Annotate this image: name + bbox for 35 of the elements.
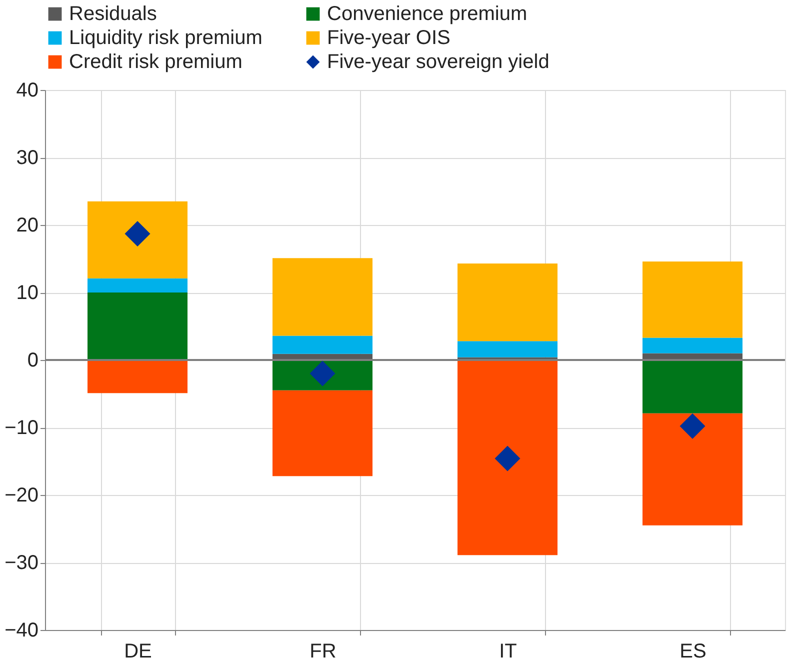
legend-label: Five-year OIS	[327, 27, 450, 49]
bar	[642, 261, 742, 338]
y-tick-label: −30	[4, 552, 38, 574]
y-tick-label: 20	[16, 214, 38, 236]
x-tick-label: DE	[124, 640, 152, 662]
y-tick-label: 10	[16, 282, 38, 304]
legend-label: Residuals	[69, 3, 157, 25]
x-tick-label: ES	[680, 640, 706, 662]
bar	[272, 390, 372, 476]
point	[680, 413, 706, 439]
bar	[642, 360, 742, 414]
bar	[88, 360, 188, 394]
bar	[88, 278, 188, 292]
bar	[272, 258, 372, 336]
legend-label: Five-year sovereign yield	[327, 51, 550, 73]
y-tick-label: −10	[4, 417, 38, 439]
bar	[88, 201, 188, 278]
bar	[642, 413, 742, 526]
bar	[88, 292, 188, 360]
y-tick-label: 0	[27, 350, 38, 372]
legend-label: Convenience premium	[327, 3, 528, 25]
bar	[458, 263, 558, 342]
bar	[458, 341, 558, 358]
legend-label: Credit risk premium	[69, 51, 242, 73]
x-tick-label: FR	[310, 640, 336, 662]
y-tick-label: −40	[4, 620, 38, 642]
legend-label: Liquidity risk premium	[69, 27, 262, 49]
y-tick-label: 40	[16, 80, 38, 102]
bar	[458, 360, 558, 556]
y-tick-label: 30	[16, 147, 38, 169]
point	[494, 446, 520, 472]
y-tick-label: −20	[4, 484, 38, 506]
x-tick-label: IT	[499, 640, 517, 662]
bar	[642, 338, 742, 354]
bar	[272, 336, 372, 354]
